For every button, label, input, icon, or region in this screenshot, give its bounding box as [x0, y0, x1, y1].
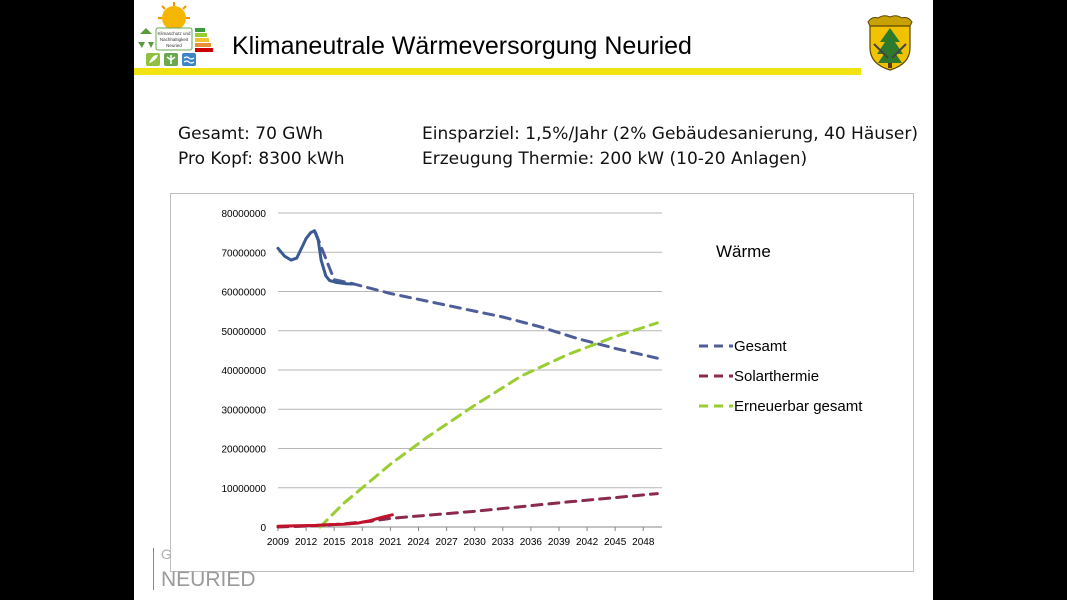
x-tick-label: 2021	[379, 537, 402, 548]
y-tick-label: 30000000	[222, 405, 267, 416]
chart-container: 0 10000000 20000000 30000000 40000000 5000000…	[170, 193, 914, 572]
legend-label: Gesamt	[734, 338, 787, 355]
y-tick-label: 60000000	[222, 288, 267, 299]
axes: 0 10000000 20000000 30000000 40000000 5000000…	[222, 209, 662, 548]
legend-label: Solarthermie	[734, 368, 819, 385]
x-tick-label: 2042	[576, 537, 599, 548]
x-tick-label: 2030	[464, 537, 487, 548]
svg-text:Klimaschutz und: Klimaschutz und	[157, 31, 191, 36]
x-tick-label: 2027	[435, 537, 458, 548]
einsparziel-text: Einsparziel: 1,5%/Jahr (2% Gebäudesanier…	[422, 124, 918, 144]
legend-label: Erneuerbar gesamt	[734, 398, 863, 415]
climate-logo: Klimaschutz und Nachhaltigkeit Neuried	[138, 2, 213, 66]
svg-text:Nachhaltigkeit: Nachhaltigkeit	[160, 37, 189, 42]
footer-g-letter: G	[161, 546, 172, 562]
x-tick-label: 2015	[323, 537, 346, 548]
footer-neuried-text: NEURIED	[161, 568, 256, 591]
legend: Gesamt Solarthermie Erneuerbar gesamt	[699, 338, 863, 415]
x-tick-label: 2024	[407, 537, 430, 548]
series-solarthermie-actual-line	[276, 513, 394, 528]
x-tick-label: 2048	[632, 537, 655, 548]
y-tick-label: 70000000	[222, 248, 267, 259]
y-tick-label: 80000000	[222, 209, 267, 220]
gesamt-text: Gesamt: 70 GWh	[178, 124, 324, 144]
series-gesamt-actual-line	[276, 229, 355, 286]
title-underline	[134, 68, 861, 75]
x-tick-label: 2045	[604, 537, 627, 548]
y-tick-label: 10000000	[222, 484, 267, 495]
slide: Klimaschutz und Nachhaltigkeit Neuried K…	[134, 0, 933, 600]
y-tick-label: 0	[260, 523, 266, 534]
x-tick-label: 2012	[295, 537, 318, 548]
page-title: Klimaneutrale Wärmeversorgung Neuried	[232, 32, 692, 60]
series-erneuerbar-line	[318, 321, 659, 529]
footer-divider	[153, 548, 154, 590]
footer-brand: G NEURIED	[153, 546, 273, 592]
y-tick-label: 20000000	[222, 445, 267, 456]
pro-kopf-text: Pro Kopf: 8300 kWh	[178, 149, 345, 169]
waerme-line-chart: 0 10000000 20000000 30000000 40000000 5000000…	[222, 209, 864, 548]
series	[276, 229, 659, 529]
grid-lines	[278, 212, 662, 528]
municipal-crest-icon	[867, 15, 913, 71]
y-tick-label: 40000000	[222, 366, 267, 377]
x-tick-label: 2018	[351, 537, 374, 548]
y-tick-label: 50000000	[222, 327, 267, 338]
x-tick-label: 2036	[520, 537, 543, 548]
x-tick-label: 2033	[492, 537, 515, 548]
series-gesamt-line	[314, 231, 659, 360]
x-tick-label: 2039	[548, 537, 571, 548]
chart-title: Wärme	[716, 242, 771, 261]
svg-text:Neuried: Neuried	[166, 43, 182, 48]
x-tick-label: 2009	[267, 537, 290, 548]
erzeugung-text: Erzeugung Thermie: 200 kW (10-20 Anlagen…	[422, 149, 808, 169]
